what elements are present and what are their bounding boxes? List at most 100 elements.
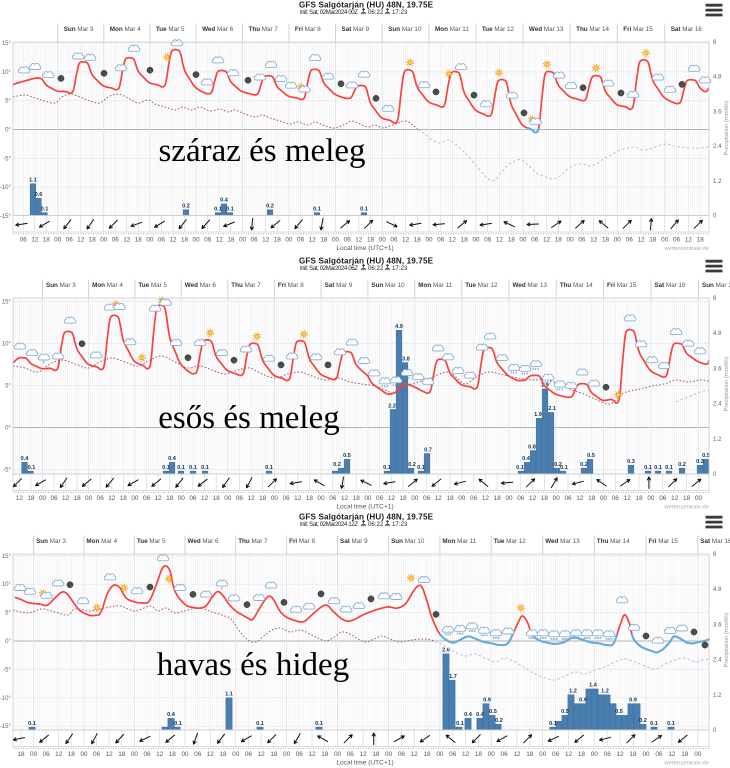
svg-text:Wed Mar 6: Wed Mar 6: [202, 26, 234, 33]
svg-text:12: 12: [671, 495, 679, 502]
svg-text:2.6: 2.6: [442, 648, 450, 654]
svg-text:06: 06: [517, 495, 525, 502]
svg-text:00: 00: [332, 237, 340, 244]
svg-text:06: 06: [484, 237, 492, 244]
svg-text:18: 18: [274, 237, 282, 244]
svg-text:12: 12: [341, 495, 349, 502]
svg-text:0.1: 0.1: [28, 465, 36, 471]
svg-text:havas és hideg: havas és hideg: [157, 647, 349, 683]
svg-text:0.2: 0.2: [266, 204, 274, 210]
svg-text:17:23: 17:23: [392, 9, 408, 16]
svg-text:06:22: 06:22: [368, 9, 384, 16]
svg-text:0: 0: [713, 727, 717, 734]
svg-text:Sun Mar 3: Sun Mar 3: [64, 26, 94, 33]
svg-text:Thu Mar 14: Thu Mar 14: [597, 538, 630, 545]
svg-text:00: 00: [181, 751, 189, 758]
svg-text:5°: 5°: [5, 383, 11, 390]
svg-text:0.1: 0.1: [417, 465, 425, 471]
svg-text:06: 06: [347, 751, 355, 758]
svg-text:-5°: -5°: [3, 155, 11, 162]
svg-text:Sun Mar 17: Sun Mar 17: [702, 282, 730, 289]
svg-text:06: 06: [97, 495, 105, 502]
svg-text:18: 18: [683, 495, 691, 502]
svg-text:6: 6: [713, 39, 717, 46]
svg-text:Fri Mar 15: Fri Mar 15: [623, 26, 653, 33]
svg-text:00: 00: [193, 237, 201, 244]
svg-text:0.5: 0.5: [561, 709, 569, 715]
svg-text:4.9: 4.9: [395, 324, 403, 330]
svg-text:Precipitation (mm/6h): Precipitation (mm/6h): [724, 100, 730, 155]
svg-text:18: 18: [120, 495, 128, 502]
svg-text:12: 12: [106, 751, 114, 758]
svg-text:00: 00: [505, 495, 513, 502]
svg-text:18: 18: [636, 495, 644, 502]
svg-text:Sun Mar 3: Sun Mar 3: [46, 282, 76, 289]
svg-text:12: 12: [16, 495, 24, 502]
svg-text:2.4: 2.4: [713, 401, 722, 408]
svg-text:wetterzentrale.de: wetterzentrale.de: [664, 246, 709, 252]
svg-text:18: 18: [118, 751, 126, 758]
svg-text:15°: 15°: [2, 553, 12, 560]
svg-text:06: 06: [329, 495, 337, 502]
svg-text:0.4: 0.4: [464, 712, 473, 718]
svg-text:18: 18: [475, 751, 483, 758]
svg-text:Local time (UTC+1): Local time (UTC+1): [336, 504, 393, 511]
svg-text:06:22: 06:22: [368, 265, 384, 272]
svg-text:0.1: 0.1: [383, 465, 391, 471]
svg-text:00: 00: [224, 495, 232, 502]
svg-text:1.1: 1.1: [29, 178, 37, 184]
svg-text:00: 00: [334, 751, 342, 758]
svg-text:0.1: 0.1: [201, 465, 209, 471]
svg-text:wetterzentrale.de: wetterzentrale.de: [664, 761, 709, 767]
svg-text:00: 00: [614, 237, 622, 244]
svg-text:18: 18: [227, 237, 235, 244]
svg-text:00: 00: [647, 495, 655, 502]
svg-text:06: 06: [437, 237, 445, 244]
svg-text:Mon Mar 4: Mon Mar 4: [92, 282, 123, 289]
svg-text:GFS Salgótarján (HU) 48N, 19.7: GFS Salgótarján (HU) 48N, 19.75E: [299, 1, 434, 10]
svg-text:0.1: 0.1: [456, 721, 464, 727]
svg-text:Thu Mar 14: Thu Mar 14: [560, 282, 593, 289]
svg-text:Tue Mar 12: Tue Mar 12: [494, 538, 527, 545]
svg-text:Wed Mar 6: Wed Mar 6: [188, 538, 220, 545]
svg-text:18: 18: [270, 751, 278, 758]
svg-text:0.2: 0.2: [495, 718, 503, 724]
svg-text:06: 06: [578, 237, 586, 244]
svg-text:18: 18: [43, 237, 51, 244]
svg-text:5°: 5°: [5, 610, 11, 617]
svg-text:06: 06: [296, 751, 304, 758]
svg-text:06: 06: [20, 237, 28, 244]
svg-text:Init: Sat, 02Mar2024 12Z: Init: Sat, 02Mar2024 12Z: [300, 521, 358, 528]
svg-text:12: 12: [155, 495, 163, 502]
svg-text:5°: 5°: [5, 98, 11, 105]
svg-text:0.1: 0.1: [177, 465, 185, 471]
svg-text:00: 00: [271, 495, 279, 502]
svg-text:0.1: 0.1: [189, 465, 197, 471]
svg-text:Mon Mar 11: Mon Mar 11: [418, 282, 452, 289]
svg-text:-10°: -10°: [0, 184, 12, 191]
svg-text:0.4: 0.4: [167, 712, 176, 718]
svg-text:06: 06: [143, 751, 151, 758]
svg-text:12: 12: [411, 751, 419, 758]
svg-text:Mon Mar 4: Mon Mar 4: [110, 26, 141, 33]
svg-text:12: 12: [449, 237, 457, 244]
svg-text:száraz és meleg: száraz és meleg: [158, 133, 365, 169]
svg-text:0.4: 0.4: [168, 456, 177, 462]
svg-text:00: 00: [661, 237, 669, 244]
svg-text:0.1: 0.1: [644, 465, 652, 471]
svg-text:00: 00: [695, 495, 703, 502]
svg-text:12: 12: [216, 237, 224, 244]
svg-text:0.4: 0.4: [522, 456, 531, 462]
svg-text:18: 18: [74, 495, 82, 502]
svg-text:00: 00: [519, 237, 527, 244]
svg-text:18: 18: [89, 237, 97, 244]
svg-text:17:23: 17:23: [392, 521, 408, 528]
svg-text:3.8: 3.8: [402, 356, 410, 362]
svg-text:00: 00: [131, 751, 139, 758]
svg-text:12: 12: [617, 751, 625, 758]
svg-text:12: 12: [529, 495, 537, 502]
svg-text:18: 18: [367, 237, 375, 244]
svg-text:0.7: 0.7: [424, 447, 432, 453]
svg-text:12: 12: [435, 495, 443, 502]
svg-text:12: 12: [565, 751, 573, 758]
